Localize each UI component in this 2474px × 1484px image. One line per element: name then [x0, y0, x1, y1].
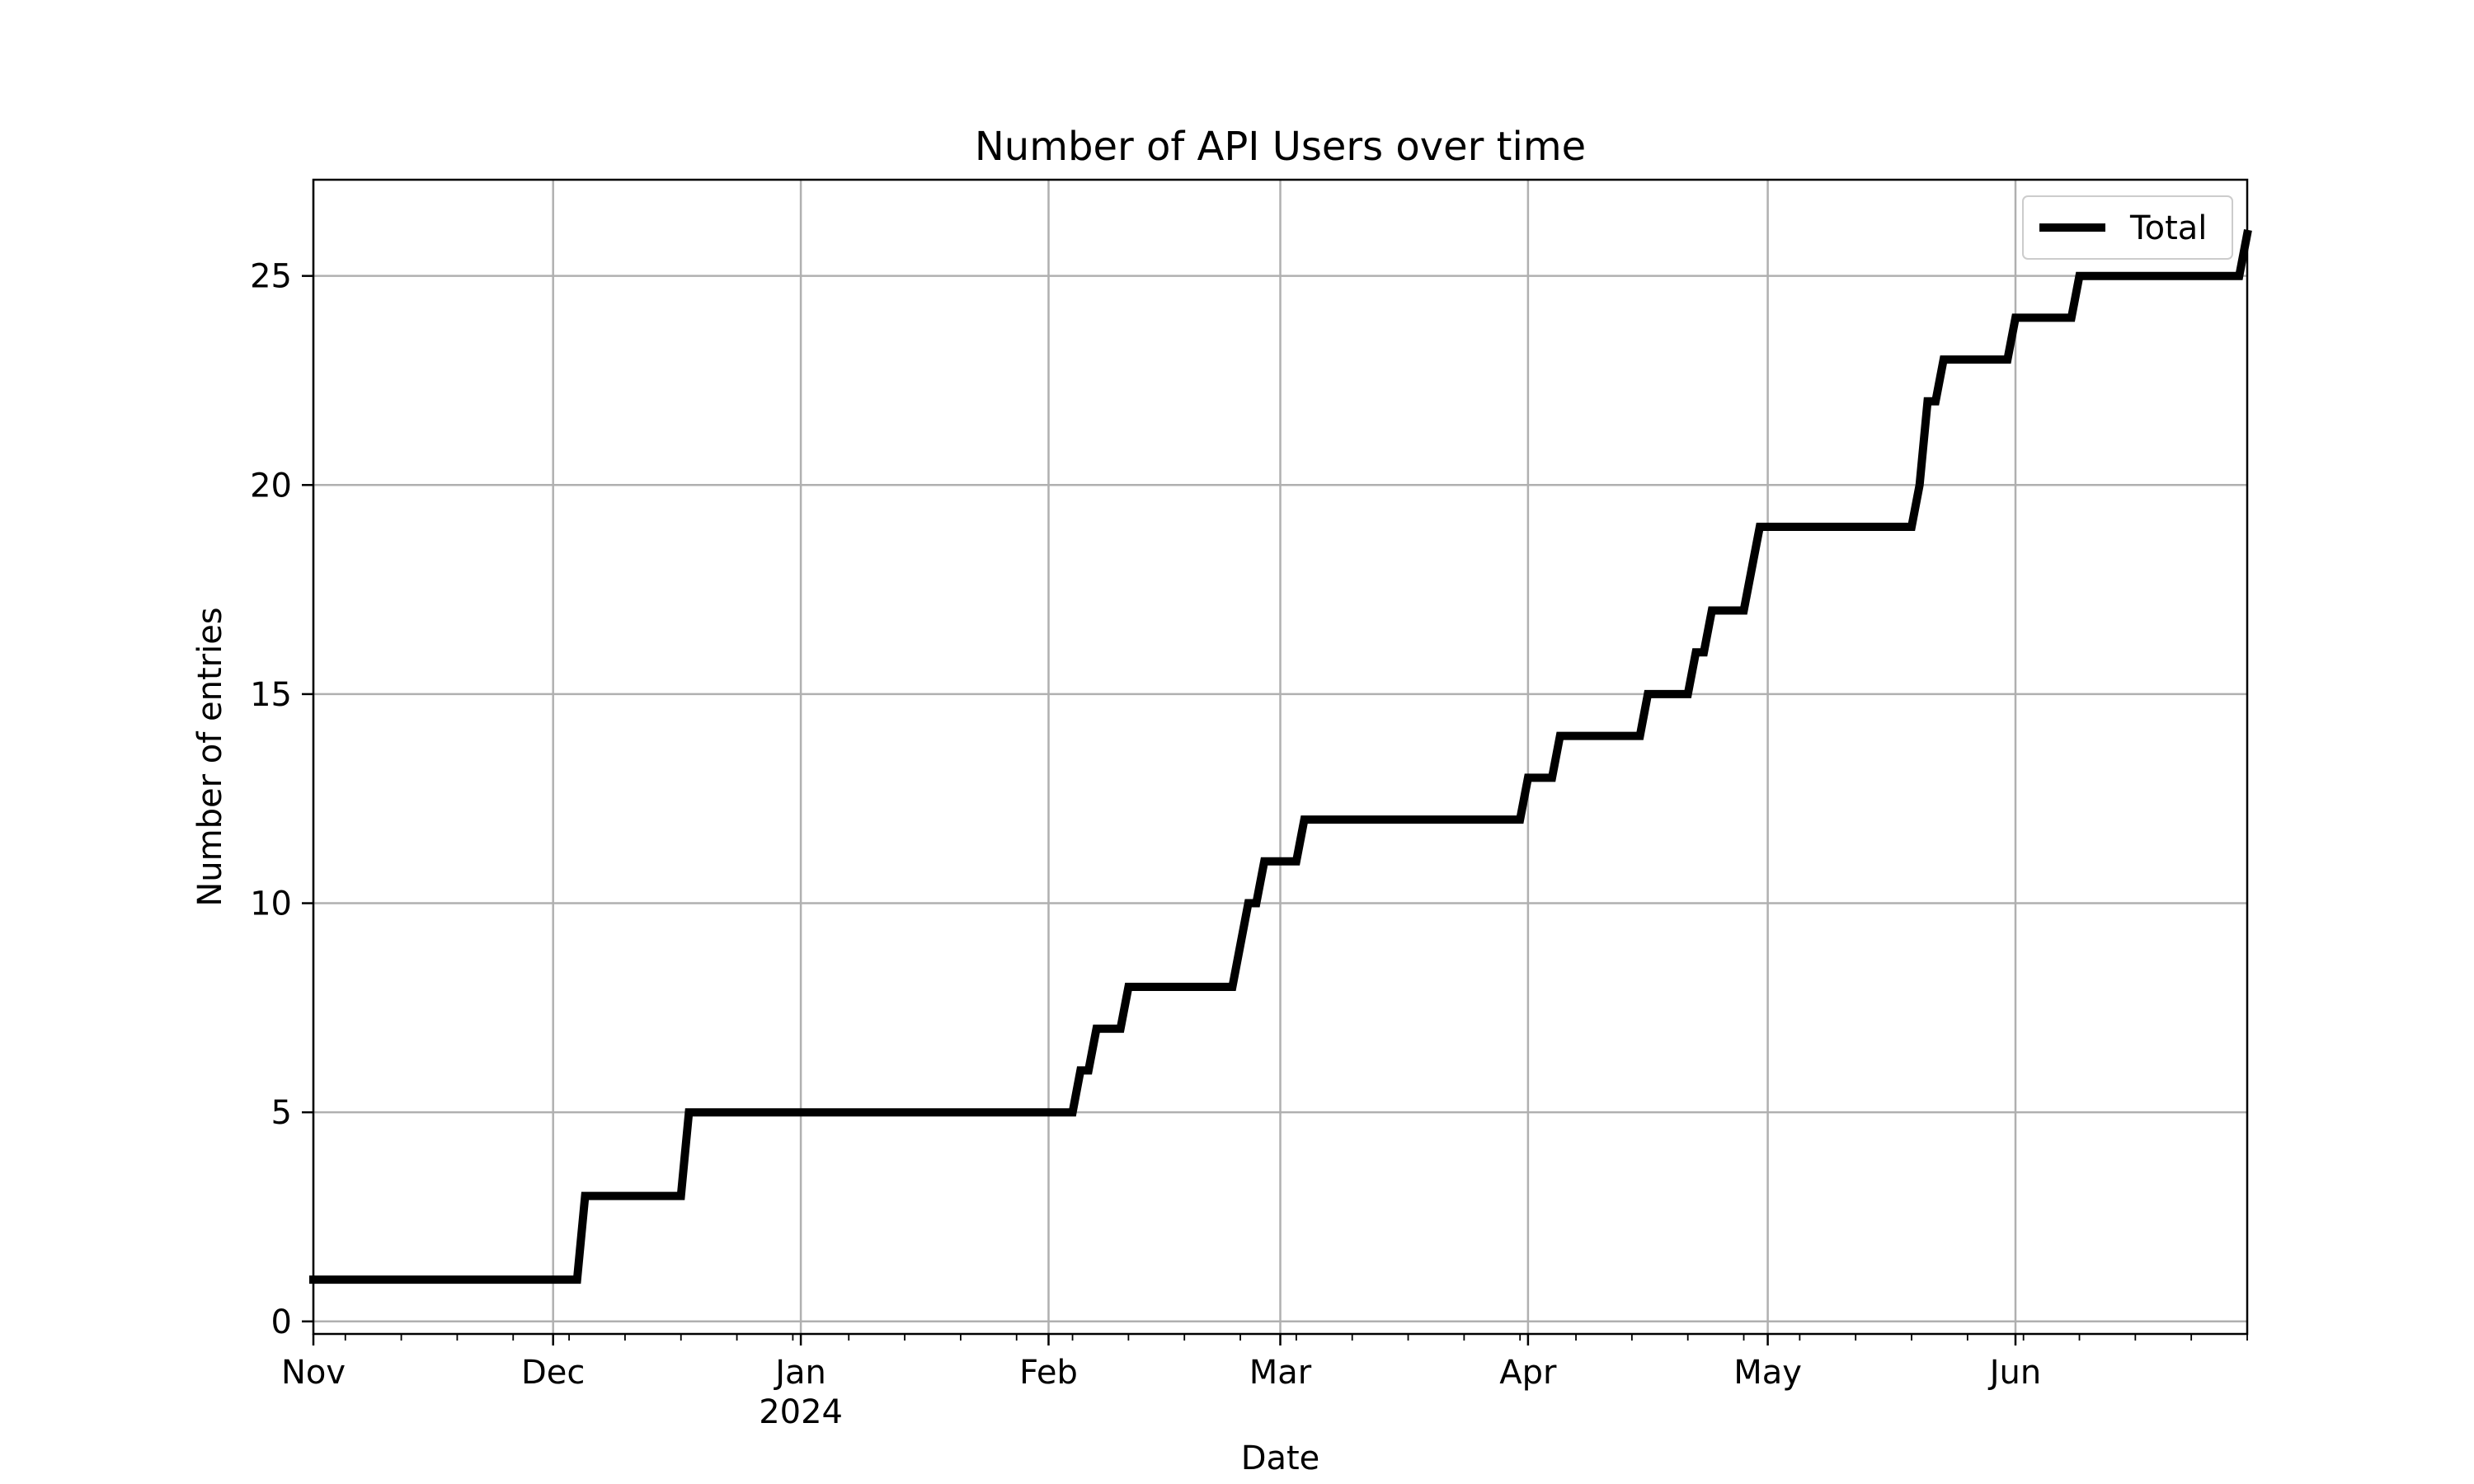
x-tick-label: Jun	[1987, 1354, 2042, 1392]
series-line-total	[309, 229, 2252, 1284]
y-tick-label: 15	[250, 676, 292, 714]
y-axis-ticks: 0 5 10 15 20 25	[250, 258, 313, 1341]
x-tick-label: May	[1733, 1354, 1802, 1392]
series-group	[309, 229, 2252, 1284]
plot-frame	[312, 178, 2249, 1336]
legend: Total	[2022, 195, 2233, 260]
y-tick-label: 5	[271, 1094, 292, 1132]
legend-label-total: Total	[2129, 209, 2207, 247]
y-tick-label: 20	[250, 467, 292, 505]
grid	[312, 180, 2247, 1334]
x-tick-label: Apr	[1499, 1354, 1557, 1392]
x-tick-label: Dec	[521, 1354, 585, 1392]
chart-title: Number of API Users over time	[975, 124, 1586, 170]
y-tick-label: 25	[250, 258, 292, 296]
y-tick-label: 10	[250, 885, 292, 923]
legend-box	[2022, 195, 2233, 260]
x-tick-label: Mar	[1249, 1354, 1312, 1392]
x-tick-label: Feb	[1019, 1354, 1078, 1392]
x-tick-label: Jan	[773, 1354, 826, 1392]
y-tick-label: 0	[271, 1303, 292, 1341]
x-tick-label: Nov	[281, 1354, 346, 1392]
y-axis-label: Number of entries	[191, 607, 229, 906]
x-axis-label: Date	[1241, 1439, 1320, 1477]
x-tick-sublabel: 2024	[759, 1393, 843, 1431]
